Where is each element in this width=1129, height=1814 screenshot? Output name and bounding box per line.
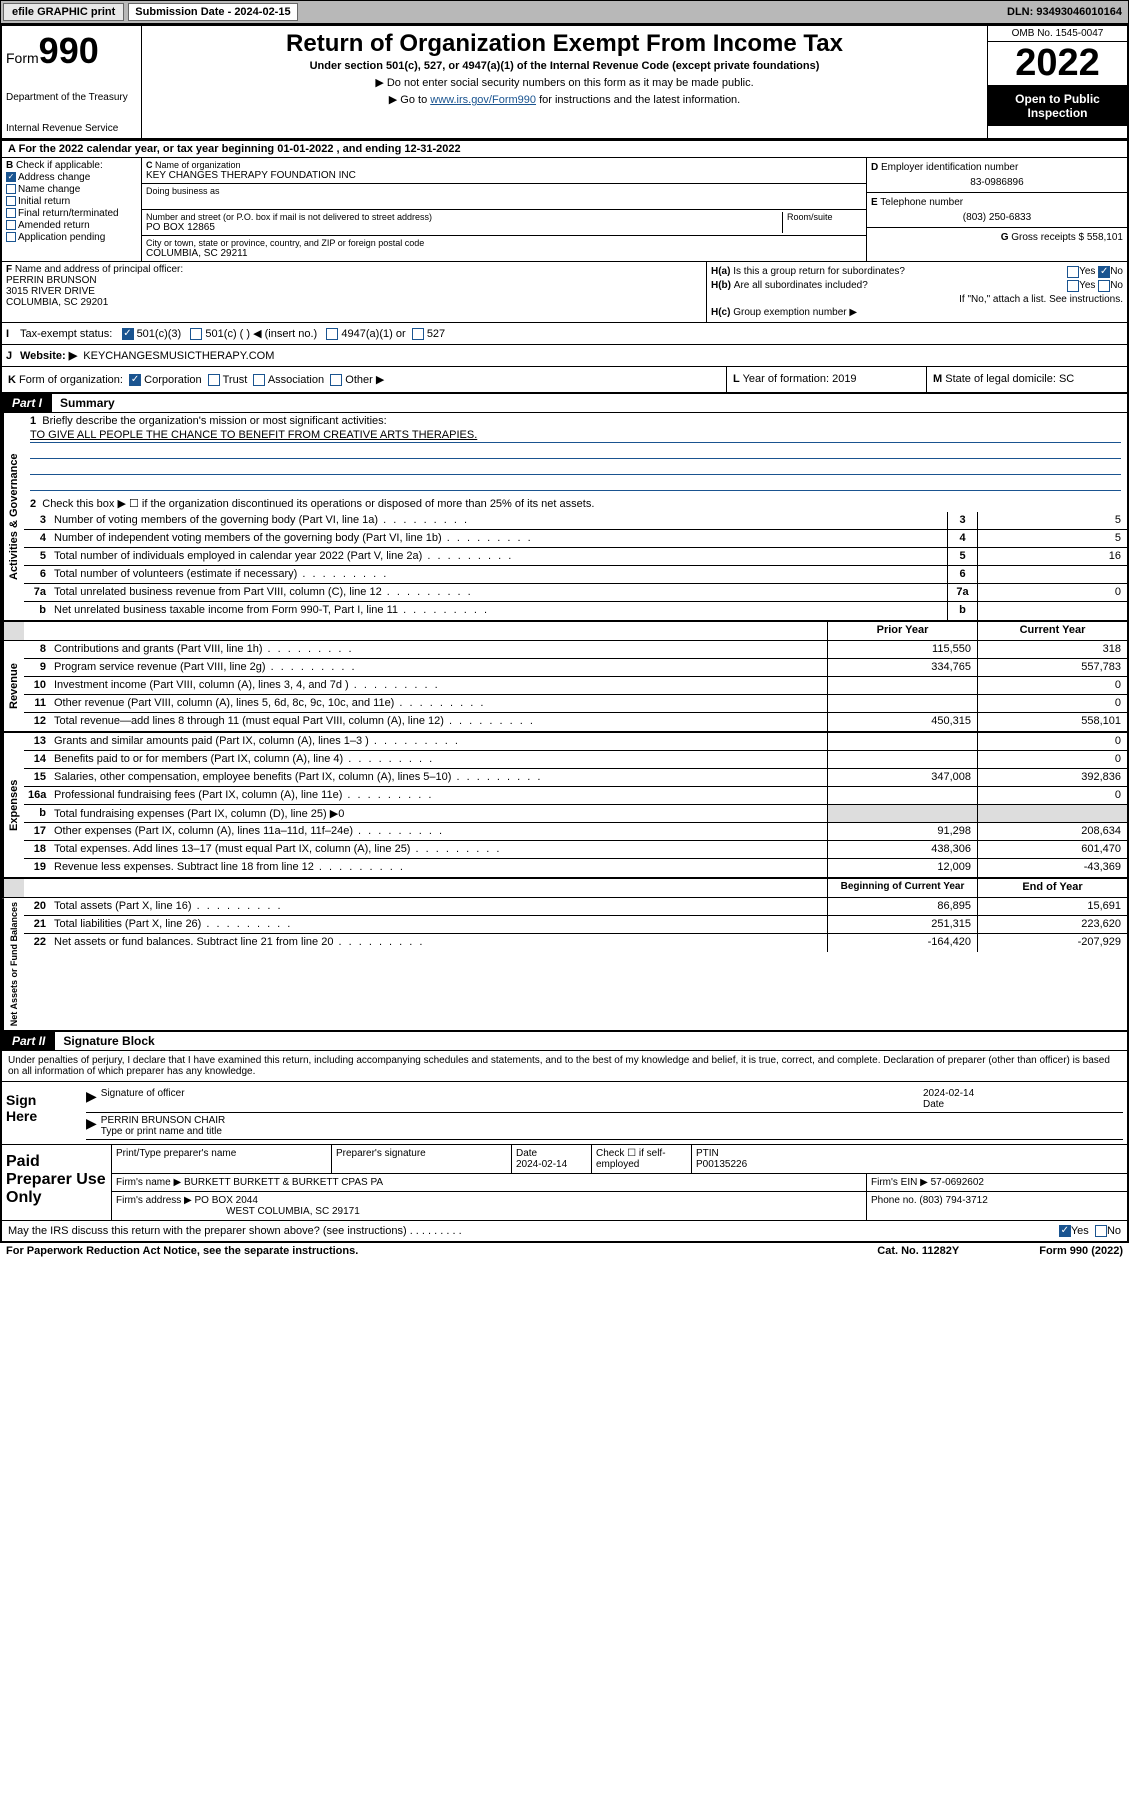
col-c: C Name of organizationKEY CHANGES THERAP… bbox=[142, 158, 867, 261]
col-de: D Employer identification number83-09868… bbox=[867, 158, 1127, 261]
gov-row-3: 3Number of voting members of the governi… bbox=[24, 512, 1127, 530]
gov-row-7a: 7aTotal unrelated business revenue from … bbox=[24, 584, 1127, 602]
sign-here-block: Sign Here ▶Signature of officer2024-02-1… bbox=[2, 1082, 1127, 1144]
mission-text: TO GIVE ALL PEOPLE THE CHANCE TO BENEFIT… bbox=[30, 429, 477, 441]
chk-initial[interactable]: Initial return bbox=[6, 196, 137, 207]
org-name: KEY CHANGES THERAPY FOUNDATION INC bbox=[146, 170, 862, 181]
ptin: P00135226 bbox=[696, 1159, 747, 1170]
fin-row-22: 22Net assets or fund balances. Subtract … bbox=[24, 934, 1127, 952]
efile-print-button[interactable]: efile GRAPHIC print bbox=[3, 3, 124, 21]
firm-ein: 57-0692602 bbox=[931, 1177, 984, 1188]
fin-row-14: 14Benefits paid to or for members (Part … bbox=[24, 751, 1127, 769]
fin-row-10: 10Investment income (Part VIII, column (… bbox=[24, 677, 1127, 695]
part2-header: Part IISignature Block bbox=[2, 1032, 1127, 1051]
fin-row-21: 21Total liabilities (Part X, line 26) 25… bbox=[24, 916, 1127, 934]
instructions-link: ▶ Go to www.irs.gov/Form990 for instruct… bbox=[146, 93, 983, 106]
open-public: Open to Public Inspection bbox=[988, 86, 1127, 126]
chk-application[interactable]: Application pending bbox=[6, 232, 137, 243]
line-i: I Tax-exempt status: ✓ 501(c)(3) 501(c) … bbox=[2, 323, 1127, 345]
perjury-text: Under penalties of perjury, I declare th… bbox=[2, 1051, 1127, 1082]
fin-row-12: 12Total revenue—add lines 8 through 11 (… bbox=[24, 713, 1127, 731]
klm-row: K Form of organization: ✓ Corporation Tr… bbox=[2, 367, 1127, 394]
gov-row-4: 4Number of independent voting members of… bbox=[24, 530, 1127, 548]
firm-phone: (803) 794-3712 bbox=[919, 1195, 987, 1206]
line-j: J Website: ▶ KEYCHANGESMUSICTHERAPY.COM bbox=[2, 345, 1127, 367]
fin-row-20: 20Total assets (Part X, line 16) 86,8951… bbox=[24, 898, 1127, 916]
fin-row-13: 13Grants and similar amounts paid (Part … bbox=[24, 733, 1127, 751]
preparer-block: Paid Preparer Use Only Print/Type prepar… bbox=[2, 1144, 1127, 1220]
dept-treasury: Department of the Treasury bbox=[6, 92, 137, 103]
gov-row-b: bNet unrelated business taxable income f… bbox=[24, 602, 1127, 620]
org-city: COLUMBIA, SC 29211 bbox=[146, 248, 862, 259]
vtab-expenses: Expenses bbox=[2, 733, 24, 877]
dln: DLN: 93493046010164 bbox=[1007, 6, 1126, 18]
submission-date: Submission Date - 2024-02-15 bbox=[128, 3, 297, 21]
col-f: F Name and address of principal officer:… bbox=[2, 262, 707, 322]
irs-label: Internal Revenue Service bbox=[6, 123, 137, 134]
gov-row-5: 5Total number of individuals employed in… bbox=[24, 548, 1127, 566]
fin-row-17: 17Other expenses (Part IX, column (A), l… bbox=[24, 823, 1127, 841]
chk-name[interactable]: Name change bbox=[6, 184, 137, 195]
website: KEYCHANGESMUSICTHERAPY.COM bbox=[83, 350, 274, 362]
top-bar: efile GRAPHIC print Submission Date - 20… bbox=[0, 0, 1129, 24]
fin-row-b: bTotal fundraising expenses (Part IX, co… bbox=[24, 805, 1127, 823]
firm-name: BURKETT BURKETT & BURKETT CPAS PA bbox=[184, 1177, 383, 1188]
ein: 83-0986896 bbox=[871, 177, 1123, 188]
irs-link[interactable]: www.irs.gov/Form990 bbox=[430, 94, 536, 106]
fin-row-11: 11Other revenue (Part VIII, column (A), … bbox=[24, 695, 1127, 713]
fin-row-9: 9Program service revenue (Part VIII, lin… bbox=[24, 659, 1127, 677]
gross-receipts: 558,101 bbox=[1087, 232, 1123, 243]
discuss-row: May the IRS discuss this return with the… bbox=[2, 1220, 1127, 1241]
line-a: A For the 2022 calendar year, or tax yea… bbox=[2, 141, 1127, 158]
fin-row-18: 18Total expenses. Add lines 13–17 (must … bbox=[24, 841, 1127, 859]
chk-final[interactable]: Final return/terminated bbox=[6, 208, 137, 219]
vtab-revenue: Revenue bbox=[2, 641, 24, 731]
omb-number: OMB No. 1545-0047 bbox=[988, 26, 1127, 42]
form-number: Form990 bbox=[6, 30, 137, 72]
line-2: 2 Check this box ▶ ☐ if the organization… bbox=[24, 495, 1127, 512]
gov-row-6: 6Total number of volunteers (estimate if… bbox=[24, 566, 1127, 584]
phone: (803) 250-6833 bbox=[871, 212, 1123, 223]
fin-row-19: 19Revenue less expenses. Subtract line 1… bbox=[24, 859, 1127, 877]
vtab-net: Net Assets or Fund Balances bbox=[2, 898, 24, 1030]
chk-amended[interactable]: Amended return bbox=[6, 220, 137, 231]
fin-row-16a: 16aProfessional fundraising fees (Part I… bbox=[24, 787, 1127, 805]
form-header: Form990 Department of the Treasury Inter… bbox=[0, 24, 1129, 141]
col-headers-2: Beginning of Current Year End of Year bbox=[24, 879, 1127, 897]
vtab-governance: Activities & Governance bbox=[2, 413, 24, 620]
officer-name: PERRIN BRUNSON bbox=[6, 275, 97, 286]
signer-name: PERRIN BRUNSON CHAIR bbox=[101, 1115, 225, 1126]
tax-year: 2022 bbox=[988, 42, 1127, 86]
org-address: PO BOX 12865 bbox=[146, 222, 782, 233]
mission-block: 1 Briefly describe the organization's mi… bbox=[24, 413, 1127, 495]
col-headers: Prior Year Current Year bbox=[24, 622, 1127, 640]
chk-address[interactable]: Address change bbox=[6, 172, 137, 183]
col-b: B Check if applicable: Address change Na… bbox=[2, 158, 142, 261]
ssn-note: ▶ Do not enter social security numbers o… bbox=[146, 76, 983, 89]
form-subtitle: Under section 501(c), 527, or 4947(a)(1)… bbox=[146, 60, 983, 72]
footer: For Paperwork Reduction Act Notice, see … bbox=[0, 1243, 1129, 1259]
col-h: H(a) Is this a group return for subordin… bbox=[707, 262, 1127, 322]
form-title: Return of Organization Exempt From Incom… bbox=[146, 30, 983, 58]
fin-row-15: 15Salaries, other compensation, employee… bbox=[24, 769, 1127, 787]
part1-header: Part ISummary bbox=[2, 394, 1127, 413]
fin-row-8: 8Contributions and grants (Part VIII, li… bbox=[24, 641, 1127, 659]
